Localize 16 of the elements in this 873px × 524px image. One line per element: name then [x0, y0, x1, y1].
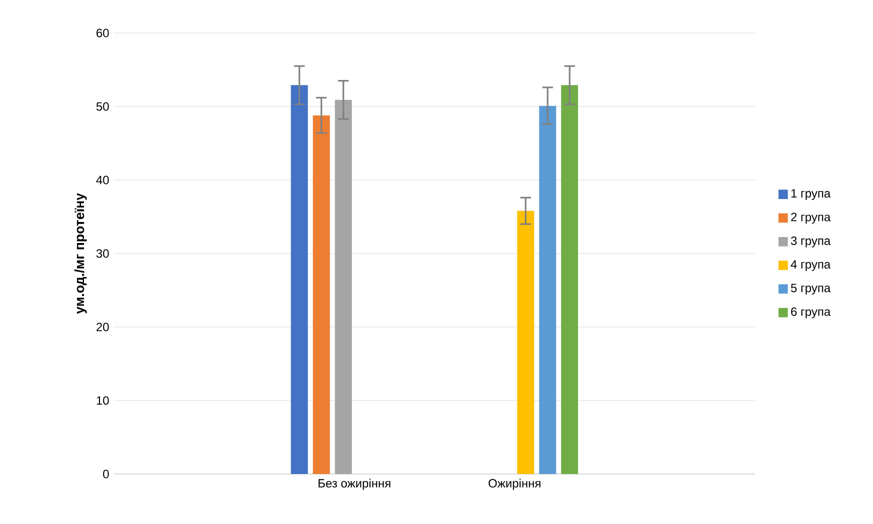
x-tick-label: Ожиріння	[488, 478, 540, 490]
legend-label: 5 група	[790, 284, 831, 295]
y-tick-label: 40	[96, 176, 109, 184]
x-tick-label: Без ожиріння	[318, 478, 390, 490]
legend-label: 3 група	[790, 236, 831, 248]
legend-label: 6 група	[791, 307, 831, 318]
y-tick-label: 20	[96, 322, 109, 332]
y-tick-label: 50	[96, 102, 109, 111]
y-tick-label: 30	[96, 249, 109, 258]
y-axis-title: ум.од./мг протеїну	[74, 193, 87, 314]
y-tick-label: 10	[96, 396, 109, 405]
legend-label: 2 група	[791, 212, 831, 224]
y-tick-label: 0	[103, 470, 109, 478]
legend-label: 4 група	[790, 260, 831, 271]
y-tick-label: 60	[96, 28, 109, 38]
legend-label: 1 група	[791, 189, 831, 200]
